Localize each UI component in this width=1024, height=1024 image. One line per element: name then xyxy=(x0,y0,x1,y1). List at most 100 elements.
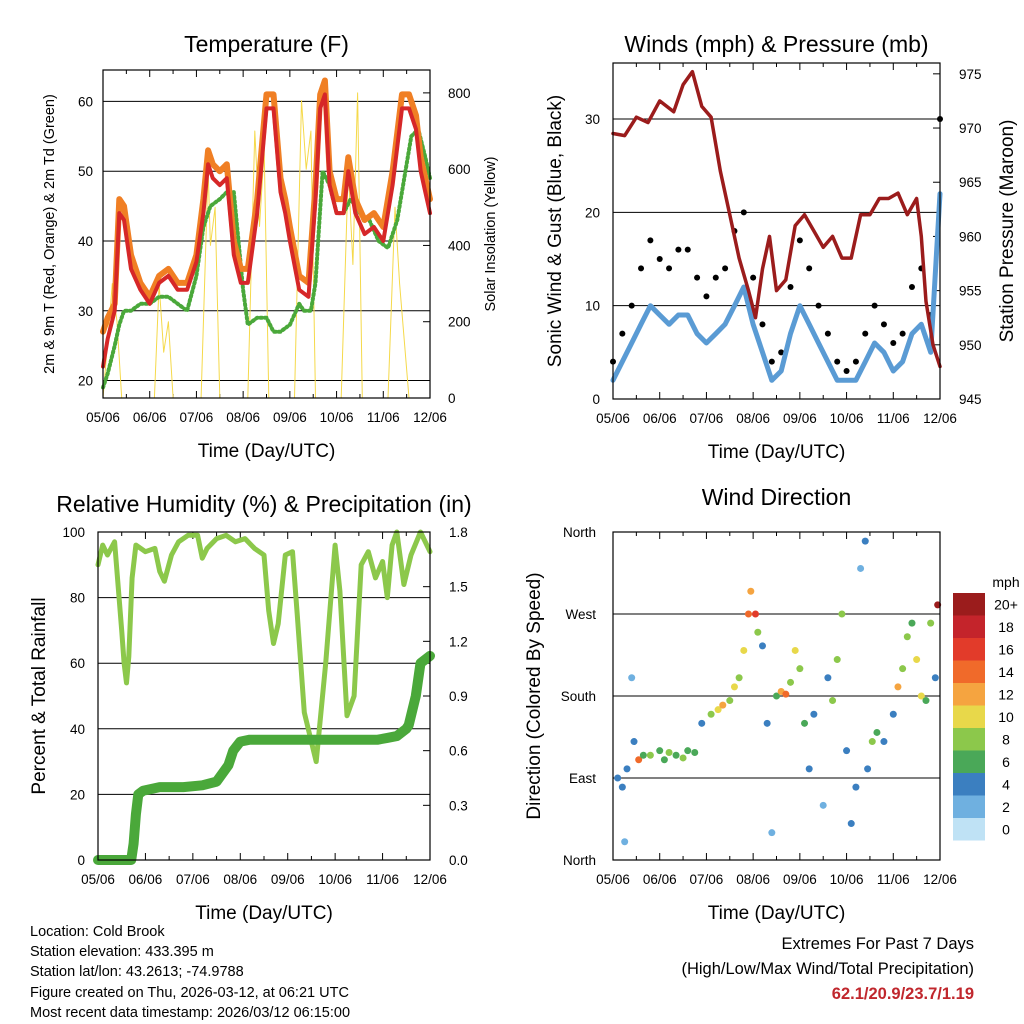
x-tick-label: 12/06 xyxy=(413,410,447,425)
direction-point xyxy=(763,719,771,727)
direction-point xyxy=(922,697,930,705)
y-tick-label: North xyxy=(563,853,596,868)
y2-tick-label: 1.2 xyxy=(449,634,468,649)
extremes-values: 62.1/20.9/23.7/1.19 xyxy=(831,985,974,1003)
gust-points xyxy=(610,116,943,374)
legend-swatch xyxy=(953,818,985,841)
x-tick-label: 07/06 xyxy=(690,411,724,426)
extremes-title: Extremes For Past 7 Days xyxy=(781,935,974,953)
direction-point xyxy=(801,719,809,727)
y-tick-label: 100 xyxy=(62,525,85,540)
y-tick-label: 20 xyxy=(78,374,93,389)
x-tick-label: 10/06 xyxy=(830,411,864,426)
y2-tick-label: 800 xyxy=(448,86,471,101)
y2-tick-label: 400 xyxy=(448,238,471,253)
gust-point xyxy=(740,209,747,216)
legend-label: 6 xyxy=(1002,754,1010,770)
y2-tick-label: 600 xyxy=(448,162,471,177)
direction-point xyxy=(635,756,643,764)
y2-axis-label: Solar Insolation (Yellow) xyxy=(483,156,499,311)
humidity-line xyxy=(95,529,433,765)
plot-border xyxy=(612,62,941,400)
direction-point xyxy=(868,738,876,746)
direction-point xyxy=(847,820,855,828)
legend-swatch xyxy=(953,615,985,638)
gust-point xyxy=(712,274,719,281)
winds-pressure-panel: Winds (mph) & Pressure (mb) Time (Day/UTC… xyxy=(545,31,1018,463)
x-tick-label: 07/06 xyxy=(180,410,214,425)
direction-point xyxy=(829,697,837,705)
x-tick-label: 09/06 xyxy=(783,411,817,426)
y-tick-label: 20 xyxy=(70,787,85,802)
direction-point xyxy=(833,656,841,664)
chart-title: Relative Humidity (%) & Precipitation (i… xyxy=(56,491,471,517)
y2-tick-label: 0.6 xyxy=(449,744,468,759)
x-tick-label: 09/06 xyxy=(783,872,817,887)
direction-point xyxy=(719,701,727,709)
y-tick-label: 20 xyxy=(585,205,600,220)
gust-point xyxy=(750,274,757,281)
gust-point xyxy=(684,246,691,253)
wind-direction-panel: Wind Direction Time (Day/UTC) 05/06 06/06 07… xyxy=(524,484,957,924)
x-tick-label: 06/06 xyxy=(643,411,677,426)
direction-point xyxy=(707,710,715,718)
gust-point xyxy=(768,358,775,365)
legend-swatch xyxy=(953,705,985,728)
direction-point xyxy=(931,674,939,682)
x-tick-label: 05/06 xyxy=(86,410,120,425)
x-tick-label: 11/06 xyxy=(366,872,399,887)
direction-point xyxy=(857,564,865,572)
y-tick-label: 0 xyxy=(77,853,85,868)
x-tick-label: 08/06 xyxy=(736,872,770,887)
temp-9m-line xyxy=(100,77,433,335)
direction-point xyxy=(824,674,832,682)
direction-point xyxy=(665,748,673,756)
x-tick-label: 09/06 xyxy=(271,872,305,887)
y-tick-label: 60 xyxy=(78,94,93,109)
y-tick-label: North xyxy=(563,525,596,540)
legend-swatch xyxy=(953,683,985,706)
legend-swatch xyxy=(953,638,985,661)
legend-swatch xyxy=(953,728,985,751)
direction-point xyxy=(623,765,631,773)
x-tick-label: 10/06 xyxy=(830,872,864,887)
legend-swatch xyxy=(953,660,985,683)
extremes-subtitle: (High/Low/Max Wind/Total Precipitation) xyxy=(681,960,974,978)
gust-point xyxy=(787,284,794,290)
y2-tick-label: 950 xyxy=(959,338,982,353)
plot-border xyxy=(102,69,431,399)
x-tick-label: 07/06 xyxy=(690,872,724,887)
gust-point xyxy=(656,256,663,262)
plot-border xyxy=(97,531,431,861)
gust-point xyxy=(796,237,803,244)
gust-point xyxy=(824,330,831,337)
y2-tick-label: 965 xyxy=(959,175,982,190)
x-tick-label: 06/06 xyxy=(643,872,677,887)
y2-axis-label: Station Pressure (Maroon) xyxy=(997,120,1018,343)
x-axis-label: Time (Day/UTC) xyxy=(708,903,846,924)
y2-tick-label: 970 xyxy=(959,121,982,136)
gust-point xyxy=(778,349,785,356)
direction-point xyxy=(899,665,907,673)
y-tick-label: West xyxy=(565,607,596,622)
extremes-block: Extremes For Past 7 Days (High/Low/Max W… xyxy=(681,932,974,1007)
x-tick-label: 09/06 xyxy=(273,410,307,425)
legend-label: 2 xyxy=(1002,799,1010,815)
gust-point xyxy=(759,321,766,328)
legend-swatch xyxy=(953,593,985,616)
precip-line xyxy=(93,650,435,865)
gust-point xyxy=(647,237,654,244)
y-tick-label: East xyxy=(569,771,596,786)
y-axis-label: 2m & 9m T (Red, Orange) & 2m Td (Green) xyxy=(42,94,58,374)
gust-point xyxy=(666,265,673,272)
direction-point xyxy=(672,751,680,759)
recent-text: Most recent data timestamp: 2026/03/12 0… xyxy=(30,1004,351,1021)
direction-point xyxy=(864,765,872,773)
direction-point xyxy=(754,628,762,636)
direction-point xyxy=(618,783,626,791)
direction-point xyxy=(726,697,734,705)
x-tick-label: 10/06 xyxy=(318,872,352,887)
direction-point xyxy=(796,665,804,673)
y2-tick-label: 0.9 xyxy=(449,689,468,704)
